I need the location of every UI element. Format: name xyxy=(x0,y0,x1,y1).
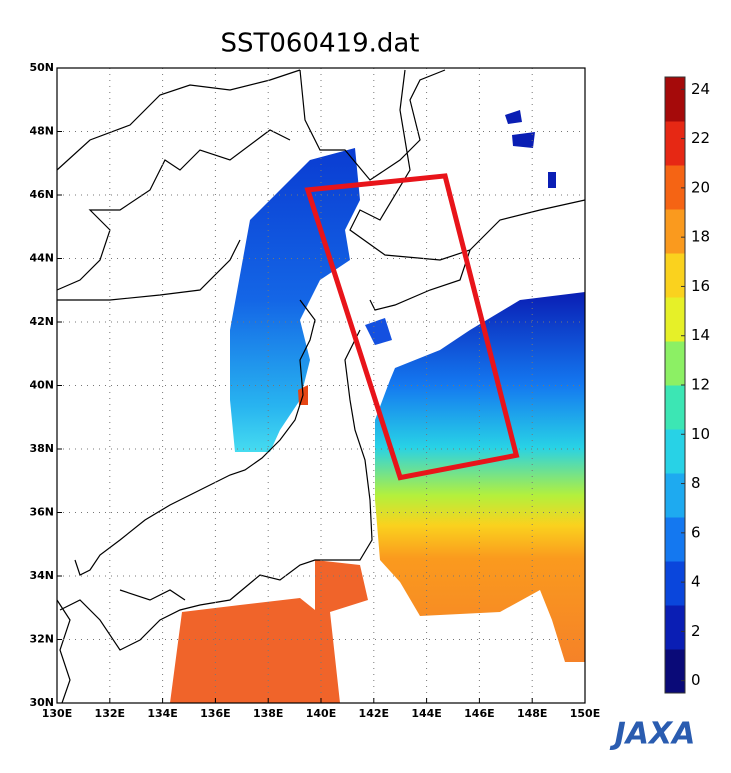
y-tick-label: 42N xyxy=(29,315,54,328)
colorbar-segment xyxy=(665,209,685,254)
colorbar-segment xyxy=(665,385,685,430)
colorbar-tick-label: 0 xyxy=(691,671,701,689)
map-title: SST060419.dat xyxy=(220,29,419,59)
x-tick-label: 148E xyxy=(517,707,547,720)
colorbar-tick-label: 18 xyxy=(691,228,710,246)
colorbar-segment xyxy=(665,429,685,474)
x-tick-label: 142E xyxy=(359,707,389,720)
colorbar-tick-label: 20 xyxy=(691,178,710,196)
x-tick-label: 140E xyxy=(306,707,336,720)
y-tick-label: 44N xyxy=(29,252,54,265)
colorbar-tick-label: 8 xyxy=(691,474,701,492)
colorbar-segment xyxy=(665,77,685,122)
colorbar-segment xyxy=(665,473,685,518)
sst-pacific xyxy=(375,292,585,662)
sst-field xyxy=(170,110,585,703)
x-tick-label: 144E xyxy=(411,707,441,720)
x-tick-label: 132E xyxy=(95,707,125,720)
sst-strait xyxy=(365,318,392,345)
colorbar-tick-label: 12 xyxy=(691,376,710,394)
coastlines xyxy=(56,69,586,704)
sst-sea-of-japan xyxy=(230,148,360,452)
colorbar-tick-label: 6 xyxy=(691,523,701,541)
sst-okhotsk xyxy=(505,110,556,188)
colorbar-segment xyxy=(665,517,685,562)
colorbar-tick-label: 10 xyxy=(691,425,710,443)
x-tick-label: 136E xyxy=(200,707,230,720)
y-tick-label: 36N xyxy=(29,506,54,519)
colorbar-segment xyxy=(665,605,685,650)
colorbar-segment xyxy=(665,649,685,694)
y-tick-label: 48N xyxy=(29,125,54,138)
y-tick-label: 50N xyxy=(29,61,54,74)
y-tick-label: 40N xyxy=(29,379,54,392)
x-tick-label: 138E xyxy=(253,707,283,720)
sst-south xyxy=(170,560,368,703)
colorbar-tick-label: 16 xyxy=(691,277,710,295)
colorbar-segment xyxy=(665,253,685,298)
colorbar-tick-label: 2 xyxy=(691,622,701,640)
x-tick-label: 150E xyxy=(570,707,600,720)
colorbar-tick-label: 14 xyxy=(691,326,710,344)
x-tick-label: 134E xyxy=(147,707,177,720)
logo: JAXA xyxy=(610,717,696,752)
colorbar-segment xyxy=(665,165,685,210)
colorbar-tick-label: 4 xyxy=(691,573,701,591)
y-tick-label: 46N xyxy=(29,188,54,201)
y-tick-label: 32N xyxy=(29,633,54,646)
colorbar-segment xyxy=(665,121,685,166)
y-tick-label: 30N xyxy=(29,696,54,709)
x-tick-label: 146E xyxy=(464,707,494,720)
y-tick-label: 34N xyxy=(29,569,54,582)
colorbar-segment xyxy=(665,341,685,386)
region-box xyxy=(304,173,520,481)
y-tick-label: 38N xyxy=(29,442,54,455)
x-tick-label: 130E xyxy=(42,707,72,720)
colorbar-tick-label: 22 xyxy=(691,129,710,147)
colorbar-tick-label: 24 xyxy=(691,80,710,98)
colorbar-segment xyxy=(665,561,685,606)
colorbar-segment xyxy=(665,297,685,342)
